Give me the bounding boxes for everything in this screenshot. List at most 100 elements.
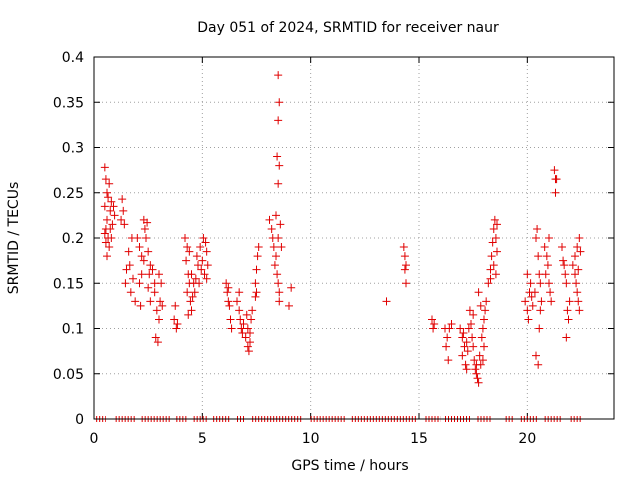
data-point	[120, 220, 129, 229]
data-point	[146, 261, 155, 270]
data-point	[273, 152, 282, 161]
data-point	[226, 315, 235, 324]
data-point	[196, 243, 205, 252]
data-point	[488, 238, 497, 247]
data-point	[242, 310, 251, 319]
y-tick-label: 0.1	[62, 322, 84, 338]
data-point	[559, 256, 568, 265]
data-point	[223, 288, 232, 297]
data-point	[489, 261, 498, 270]
data-point	[109, 202, 118, 211]
data-point	[265, 215, 274, 224]
plot-frame	[93, 56, 615, 420]
data-point	[181, 234, 189, 242]
data-point	[157, 279, 166, 288]
data-point	[235, 288, 244, 297]
y-tick-label: 0.35	[53, 95, 84, 111]
data-point	[534, 360, 543, 369]
data-point	[121, 279, 130, 288]
data-point	[142, 234, 150, 242]
data-point	[523, 270, 532, 279]
data-point	[462, 365, 471, 374]
x-tick-label: 5	[198, 431, 207, 447]
data-point	[108, 220, 117, 229]
data-point	[480, 315, 488, 324]
data-point	[235, 306, 244, 315]
data-point	[151, 333, 160, 342]
data-point	[472, 369, 481, 378]
data-point	[188, 292, 197, 301]
data-point	[562, 333, 571, 342]
data-points	[100, 71, 585, 387]
data-point	[576, 247, 585, 256]
y-axis-label: SRMTID / TECUs	[6, 182, 22, 295]
data-point	[524, 315, 533, 324]
data-point	[122, 265, 131, 274]
data-point	[526, 279, 535, 288]
data-point	[532, 351, 540, 360]
data-point	[124, 247, 133, 256]
data-point	[399, 243, 408, 252]
data-point	[546, 288, 555, 297]
data-point	[536, 306, 545, 315]
data-point	[117, 215, 126, 224]
data-point	[474, 288, 483, 297]
data-point	[402, 279, 410, 288]
data-point	[145, 270, 154, 279]
data-point	[107, 197, 116, 206]
data-point	[246, 329, 254, 338]
data-point	[475, 351, 484, 360]
data-point	[135, 243, 144, 252]
data-point	[224, 297, 233, 306]
data-point	[481, 306, 490, 315]
data-point	[190, 288, 199, 297]
data-point	[537, 297, 546, 306]
data-point	[251, 279, 260, 288]
data-point	[227, 324, 236, 333]
data-point	[545, 279, 553, 288]
data-point	[476, 360, 485, 369]
data-point	[182, 256, 191, 265]
data-point	[101, 238, 110, 247]
data-point	[523, 306, 532, 315]
data-point	[574, 265, 583, 274]
data-point	[382, 297, 391, 306]
data-point	[541, 270, 550, 279]
data-point	[146, 297, 155, 306]
data-point	[480, 342, 488, 351]
data-point	[191, 274, 200, 283]
data-point	[486, 265, 495, 274]
data-point	[126, 288, 135, 297]
data-point	[254, 243, 263, 252]
data-point	[241, 333, 250, 342]
y-tick-label: 0.2	[62, 231, 84, 247]
data-point	[564, 315, 573, 324]
data-point	[195, 279, 204, 288]
data-point	[105, 179, 114, 188]
data-point	[171, 301, 180, 310]
data-point	[456, 324, 465, 333]
data-point	[236, 315, 245, 324]
data-point	[274, 179, 283, 188]
data-point	[469, 342, 478, 351]
data-point	[461, 360, 470, 369]
data-point	[562, 279, 571, 288]
data-point	[267, 224, 276, 233]
data-point	[573, 288, 582, 297]
data-point	[202, 274, 211, 283]
data-point	[274, 71, 283, 80]
data-point	[269, 243, 278, 252]
data-point	[571, 252, 579, 261]
data-point	[129, 274, 137, 283]
data-point	[274, 234, 283, 242]
data-point	[536, 279, 545, 288]
grid-lines	[94, 57, 614, 419]
data-point	[100, 202, 109, 211]
data-point	[489, 224, 498, 233]
data-point	[543, 261, 552, 270]
data-point	[274, 116, 283, 125]
data-point	[463, 347, 472, 356]
data-point	[275, 161, 284, 170]
data-point	[521, 297, 530, 306]
data-point	[428, 315, 436, 324]
